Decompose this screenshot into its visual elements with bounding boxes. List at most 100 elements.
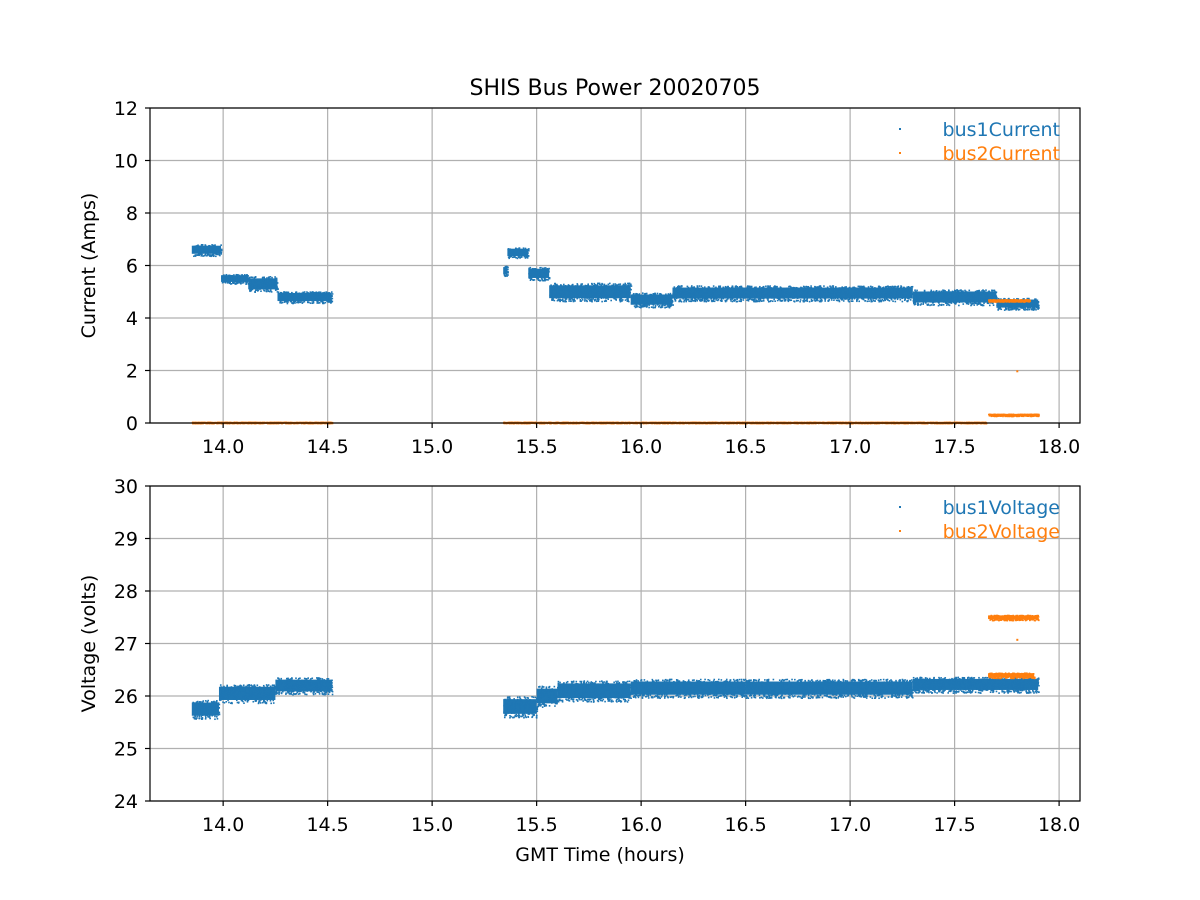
data-point: [779, 298, 781, 301]
data-point: [583, 287, 586, 290]
data-point: [668, 303, 671, 306]
data-point: [779, 289, 782, 291]
data-point: [900, 285, 902, 287]
data-point: [602, 289, 605, 291]
data-point: [213, 254, 215, 257]
data-point: [606, 288, 609, 291]
data-point: [963, 297, 966, 299]
data-point: [760, 287, 763, 289]
data-point: [296, 300, 299, 302]
data-point: [603, 289, 606, 292]
data-point: [306, 301, 309, 304]
data-point: [744, 294, 747, 297]
data-point: [736, 298, 738, 301]
data-point: [1002, 302, 1004, 305]
data-point: [774, 286, 776, 289]
data-point: [329, 301, 332, 304]
data-point: [958, 304, 960, 307]
data-point: [769, 285, 771, 287]
data-point: [311, 292, 314, 295]
data-point: [202, 246, 205, 249]
data-point: [574, 291, 577, 294]
data-point: [637, 305, 639, 308]
data-point: [528, 275, 531, 277]
data-point: [870, 300, 873, 303]
data-point: [607, 288, 610, 291]
data-point: [945, 293, 947, 296]
data-point: [1016, 297, 1018, 300]
data-point: [778, 292, 780, 295]
data-point: [540, 269, 542, 272]
data-point: [924, 298, 927, 300]
data-point: [955, 301, 958, 303]
data-point: [662, 295, 665, 297]
data-point: [788, 295, 791, 297]
data-point: [633, 296, 636, 299]
data-point: [604, 288, 606, 291]
data-point: [732, 297, 735, 299]
data-point: [251, 281, 254, 284]
data-point: [297, 301, 300, 304]
data-point: [901, 288, 904, 291]
data-point: [915, 295, 917, 297]
data-point: [1012, 304, 1015, 306]
data-point: [786, 293, 789, 295]
data-point: [211, 244, 213, 246]
data-point: [505, 272, 507, 275]
data-point: [726, 296, 728, 299]
data-point: [311, 299, 313, 302]
data-point: [1013, 298, 1015, 300]
data-point: [921, 297, 924, 300]
data-point: [842, 298, 844, 300]
data-point: [533, 279, 536, 281]
data-point: [584, 297, 586, 299]
data-point: [915, 291, 918, 293]
data-point: [522, 251, 525, 253]
data-point: [862, 287, 865, 290]
data-point: [570, 290, 573, 292]
data-point: [972, 302, 974, 305]
data-point: [596, 283, 598, 286]
data-point: [656, 292, 659, 295]
data-point: [539, 272, 542, 275]
data-point: [676, 290, 679, 293]
data-point: [531, 275, 533, 277]
data-point: [269, 290, 271, 293]
data-point: [265, 288, 268, 290]
data-point: [838, 300, 841, 303]
data-point: [862, 298, 865, 301]
data-point: [901, 300, 904, 303]
data-point: [630, 285, 633, 287]
data-point: [977, 294, 980, 296]
data-point: [244, 276, 246, 278]
data-point: [733, 300, 736, 302]
data-point: [638, 306, 641, 309]
data-point: [735, 289, 738, 291]
data-point: [237, 275, 239, 278]
data-point: [529, 273, 532, 276]
data-point: [875, 290, 878, 293]
data-point: [954, 303, 957, 305]
data-point: [225, 273, 228, 276]
data-point: [917, 299, 920, 301]
data-point: [923, 298, 925, 301]
data-point: [595, 284, 598, 287]
data-point: [192, 251, 195, 254]
data-point: [312, 291, 315, 294]
data-point: [981, 299, 984, 302]
data-point: [509, 248, 512, 251]
data-point: [644, 302, 647, 304]
data-point: [953, 299, 955, 302]
data-point: [766, 290, 769, 293]
data-point: [639, 294, 641, 297]
data-point: [544, 267, 547, 269]
data-point: [527, 249, 530, 252]
data-point: [930, 289, 933, 292]
data-point: [553, 296, 555, 299]
data-point: [246, 276, 248, 278]
data-point: [958, 291, 961, 294]
data-point: [848, 289, 851, 291]
data-point: [916, 299, 919, 302]
data-point: [928, 299, 931, 302]
data-point: [713, 290, 716, 293]
